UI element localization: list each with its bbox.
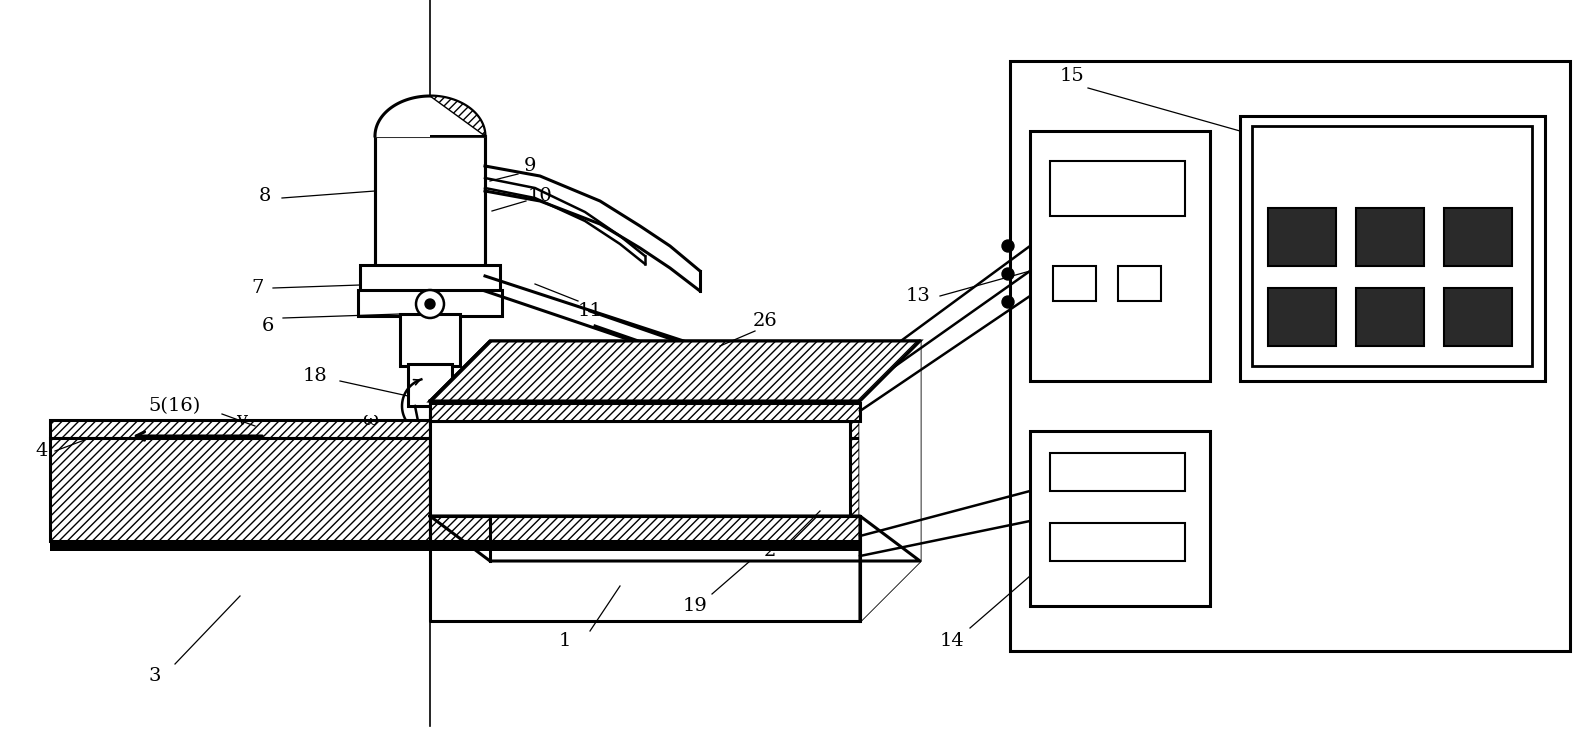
Bar (375, 136, 484, 266)
Circle shape (416, 290, 445, 318)
Text: 15: 15 (1059, 67, 1085, 85)
Bar (1031, 431, 1210, 606)
Bar (1240, 116, 1545, 381)
Circle shape (1002, 240, 1015, 252)
Bar (408, 364, 453, 406)
Polygon shape (430, 341, 919, 401)
Bar (430, 420, 861, 438)
Text: 2: 2 (764, 542, 777, 560)
Bar (360, 265, 500, 291)
Bar (1118, 266, 1161, 301)
Bar (1267, 288, 1336, 346)
Bar (1050, 523, 1185, 561)
Bar (430, 403, 861, 421)
Circle shape (1002, 268, 1015, 280)
Polygon shape (430, 96, 484, 136)
Text: v: v (237, 411, 248, 429)
Text: 26: 26 (753, 312, 778, 330)
Bar (430, 416, 850, 516)
Bar (430, 403, 850, 421)
Circle shape (1002, 296, 1015, 308)
Bar (1267, 208, 1336, 266)
Bar (1251, 126, 1532, 366)
Bar (1050, 161, 1185, 216)
Bar (1443, 288, 1512, 346)
Text: 3: 3 (149, 667, 162, 685)
Text: 9: 9 (524, 157, 537, 175)
Bar (1031, 131, 1210, 381)
Bar (49, 420, 430, 438)
Bar (1356, 208, 1424, 266)
Bar (1356, 288, 1424, 346)
Bar (49, 541, 861, 551)
Circle shape (426, 299, 435, 309)
Bar (49, 438, 430, 541)
Text: 18: 18 (303, 367, 327, 385)
Bar (400, 314, 461, 366)
Bar (1010, 61, 1571, 651)
Bar (1443, 208, 1512, 266)
Bar (357, 290, 502, 316)
Text: 5(16): 5(16) (149, 397, 202, 415)
Text: ω: ω (362, 411, 378, 429)
Text: 10: 10 (527, 187, 553, 205)
Text: 13: 13 (905, 287, 931, 305)
Text: 4: 4 (37, 442, 48, 460)
Text: 19: 19 (683, 597, 707, 615)
Polygon shape (861, 341, 919, 621)
Bar (430, 438, 861, 541)
Polygon shape (430, 341, 919, 401)
Bar (1053, 266, 1096, 301)
Text: 11: 11 (578, 302, 602, 320)
Text: 14: 14 (940, 632, 964, 650)
Text: 6: 6 (262, 317, 275, 335)
Text: 1: 1 (559, 632, 572, 650)
Bar (1050, 453, 1185, 491)
Text: 8: 8 (259, 187, 272, 205)
Text: 7: 7 (252, 279, 264, 297)
